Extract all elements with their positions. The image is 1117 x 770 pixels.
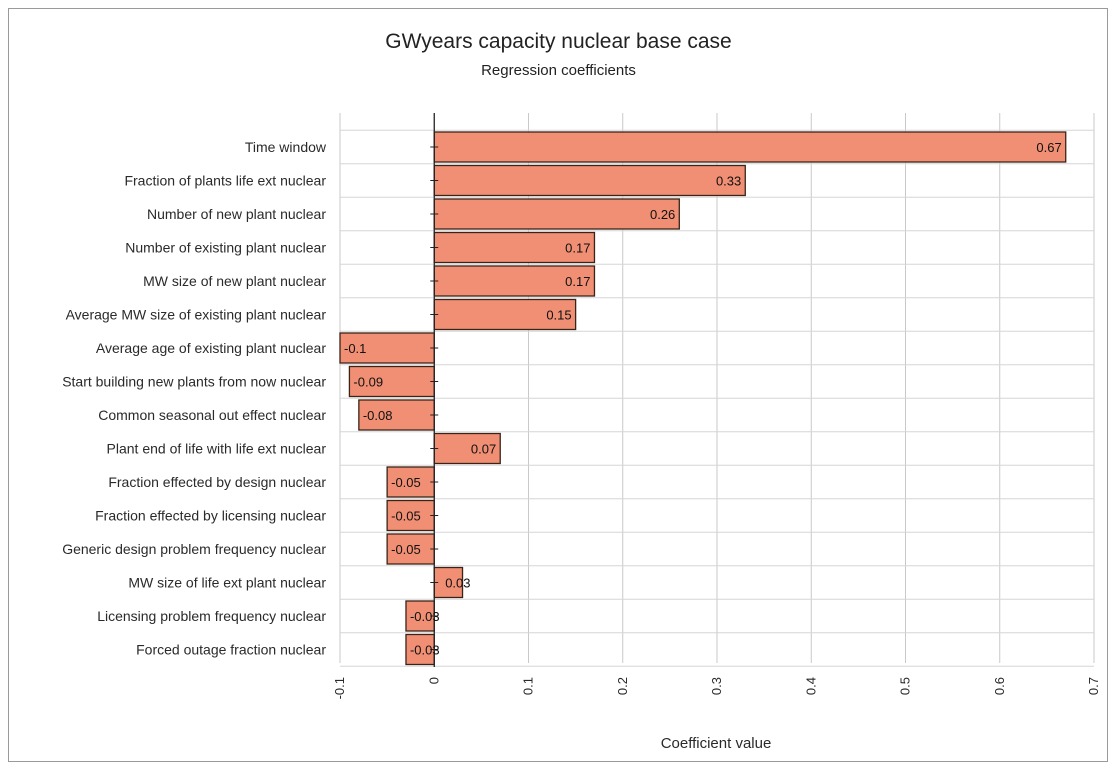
category-label: MW size of life ext plant nuclear [128, 575, 326, 591]
value-label: 0.26 [650, 207, 675, 222]
bar [386, 499, 435, 532]
value-label: 0.07 [471, 442, 496, 457]
bars [339, 131, 1067, 666]
value-label: 0.17 [565, 274, 590, 289]
x-axis-title: Coefficient value [661, 735, 772, 752]
bar [386, 533, 435, 565]
gridlines [339, 113, 1095, 667]
category-label: MW size of new plant nuclear [143, 273, 326, 289]
x-tick-label: 0 [426, 677, 441, 684]
value-label: -0.09 [353, 375, 383, 390]
category-label: Average age of existing plant nuclear [96, 340, 326, 356]
axes [430, 113, 439, 667]
category-label: Start building new plants from now nucle… [62, 374, 326, 390]
category-label: Plant end of life with life ext nuclear [107, 441, 327, 457]
value-labels: 0.67 0.33 0.26 0.17 0.17 0.15 -0.1 -0.09 -0.08 0.… [344, 140, 1062, 658]
bar [405, 600, 435, 632]
value-label: -0.1 [344, 341, 366, 356]
x-tick-labels: -0.1 0 0.1 0.2 0.3 0.4 0.5 0.6 0.7 [332, 677, 1101, 699]
bar [433, 265, 596, 297]
bar [433, 432, 501, 465]
x-tick-label: -0.1 [332, 677, 347, 699]
bar [433, 231, 596, 264]
category-label: Forced outage fraction nuclear [136, 642, 326, 658]
x-tick-label: 0.5 [898, 677, 913, 695]
value-label: -0.05 [391, 475, 421, 490]
bar [358, 399, 435, 431]
category-label: Fraction effected by licensing nuclear [95, 508, 326, 524]
chart-title: GWyears capacity nuclear base case [385, 30, 732, 53]
bar [386, 466, 435, 498]
value-label: 0.15 [546, 308, 571, 323]
value-label: -0.08 [363, 408, 393, 423]
x-tick-label: 0.6 [992, 677, 1007, 695]
value-label: 0.33 [716, 174, 741, 189]
bar [433, 198, 680, 230]
bar [433, 131, 1067, 163]
bar [405, 633, 435, 666]
value-label: -0.03 [410, 609, 440, 624]
category-label: Generic design problem frequency nuclear [62, 541, 326, 557]
value-label: 0.03 [445, 576, 470, 591]
bar [339, 332, 435, 364]
category-label: Fraction of plants life ext nuclear [124, 173, 326, 189]
chart-subtitle: Regression coefficients [481, 62, 636, 79]
category-label: Number of new plant nuclear [147, 206, 326, 222]
value-label: 0.67 [1036, 140, 1061, 155]
category-label: Licensing problem frequency nuclear [97, 608, 326, 624]
bar [348, 365, 435, 398]
value-label: -0.05 [391, 509, 421, 524]
category-label: Fraction effected by design nuclear [108, 474, 326, 490]
category-labels: Time window Fraction of plants life ext n… [62, 139, 327, 658]
x-tick-label: 0.3 [709, 677, 724, 695]
value-label: 0.17 [565, 241, 590, 256]
x-tick-label: 0.1 [521, 677, 536, 695]
x-tick-label: 0.7 [1086, 677, 1101, 695]
category-label: Number of existing plant nuclear [125, 240, 326, 256]
category-label: Time window [245, 139, 327, 155]
category-label: Common seasonal out effect nuclear [98, 407, 326, 423]
value-label: -0.05 [391, 542, 421, 557]
value-label: -0.03 [410, 643, 440, 658]
x-tick-label: 0.2 [615, 677, 630, 695]
category-label: Average MW size of existing plant nuclea… [66, 307, 327, 323]
bar [433, 164, 746, 197]
x-tick-label: 0.4 [803, 677, 818, 695]
